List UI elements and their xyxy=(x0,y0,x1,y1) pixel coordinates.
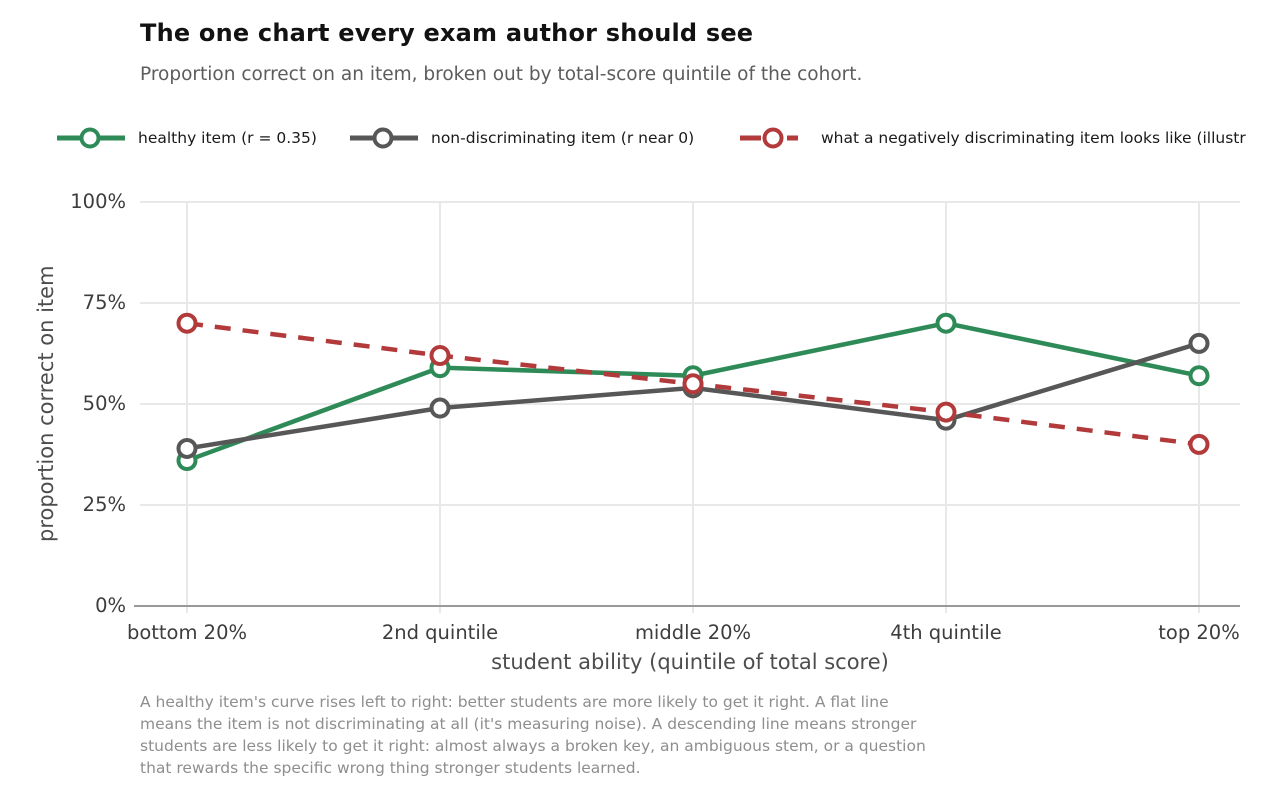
legend-item: healthy item (r = 0.35) xyxy=(55,124,317,152)
data-point-marker xyxy=(176,312,198,334)
chart-caption: A healthy item's curve rises left to rig… xyxy=(140,693,926,777)
legend-label: what a negatively discriminating item lo… xyxy=(821,129,1246,147)
data-point-marker xyxy=(429,397,451,419)
chart-legend: healthy item (r = 0.35) non-discriminatin… xyxy=(0,124,1280,152)
page-title: The one chart every exam author should s… xyxy=(140,19,754,47)
data-point-marker xyxy=(1188,433,1210,455)
x-tick-label: top 20% xyxy=(1158,621,1240,644)
y-tick-label: 50% xyxy=(82,392,126,415)
legend-key-circle xyxy=(372,127,394,149)
legend-key-circle xyxy=(79,127,101,149)
y-tick-label: 0% xyxy=(95,594,126,617)
x-tick-label: middle 20% xyxy=(634,621,752,644)
data-point-marker xyxy=(1188,332,1210,354)
data-point-marker xyxy=(429,345,451,367)
legend-item: non-discriminating item (r near 0) xyxy=(348,124,694,152)
x-axis-title: student ability (quintile of total score… xyxy=(491,650,889,674)
dashed-line-marker-icon xyxy=(740,127,798,149)
y-tick-label: 25% xyxy=(82,493,126,516)
x-tick-label: bottom 20% xyxy=(126,621,248,644)
legend-label: non-discriminating item (r near 0) xyxy=(431,129,695,147)
data-point-marker xyxy=(682,373,704,395)
y-tick-label: 75% xyxy=(82,291,126,314)
line-marker-icon xyxy=(57,127,125,149)
legend-item: what a negatively discriminating item lo… xyxy=(738,124,1246,152)
y-axis-title: proportion correct on item xyxy=(34,265,58,543)
legend-label: healthy item (r = 0.35) xyxy=(138,129,317,147)
data-point-marker xyxy=(1188,365,1210,387)
line-marker-icon xyxy=(350,127,418,149)
data-point-marker xyxy=(935,312,957,334)
data-point-marker xyxy=(935,401,957,423)
x-tick-label: 4th quintile xyxy=(890,621,1002,644)
x-tick-label: 2nd quintile xyxy=(381,621,499,644)
data-point-marker xyxy=(176,437,198,459)
chart-subtitle: Proportion correct on an item, broken ou… xyxy=(140,64,863,85)
y-tick-label: 100% xyxy=(70,190,126,213)
legend-key-circle xyxy=(762,127,784,149)
